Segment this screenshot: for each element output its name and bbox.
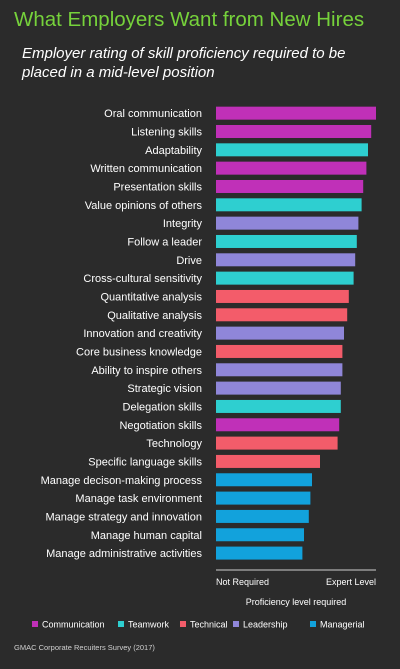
- bar-negotiation-skills: [216, 418, 340, 432]
- legend-swatch-leadership: [233, 621, 239, 627]
- bar-written-communication: [216, 161, 367, 175]
- category-label-manage-strategy-and-innovation: Manage strategy and innovation: [45, 511, 202, 523]
- category-label-adaptability: Adaptability: [145, 145, 202, 157]
- legend-label-teamwork: Teamwork: [128, 620, 170, 630]
- category-label-qualitative-analysis: Qualitative analysis: [107, 310, 202, 322]
- bar-manage-decison-making-process: [216, 473, 312, 487]
- bar-delegation-skills: [216, 399, 341, 413]
- bar-manage-strategy-and-innovation: [216, 509, 309, 523]
- chart-subtitle: Employer rating of skill proficiency req…: [22, 45, 346, 81]
- bar-manage-task-environment: [216, 491, 311, 505]
- bar-manage-human-capital: [216, 528, 304, 542]
- legend-label-managerial: Managerial: [320, 620, 365, 630]
- category-label-core-business-knowledge: Core business knowledge: [76, 346, 202, 358]
- bar-adaptability: [216, 143, 368, 157]
- legend-label-communication: Communication: [42, 620, 105, 630]
- bar-strategic-vision: [216, 381, 341, 395]
- category-label-drive: Drive: [176, 255, 202, 267]
- legend-swatch-teamwork: [118, 621, 124, 627]
- bar-value-opinions-of-others: [216, 198, 362, 212]
- category-label-strategic-vision: Strategic vision: [127, 383, 202, 395]
- bar-presentation-skills: [216, 179, 364, 193]
- bar-manage-administrative-activities: [216, 546, 303, 560]
- bar-quantitative-analysis: [216, 289, 349, 303]
- category-label-manage-task-environment: Manage task environment: [75, 493, 202, 505]
- bar-core-business-knowledge: [216, 344, 343, 358]
- category-label-presentation-skills: Presentation skills: [113, 181, 202, 193]
- category-label-quantitative-analysis: Quantitative analysis: [101, 291, 203, 303]
- bar-cross-cultural-sensitivity: [216, 271, 354, 285]
- category-label-negotiation-skills: Negotiation skills: [119, 420, 202, 432]
- category-label-manage-decison-making-process: Manage decison-making process: [41, 475, 203, 487]
- category-label-delegation-skills: Delegation skills: [123, 401, 203, 413]
- category-label-innovation-and-creativity: Innovation and creativity: [83, 328, 202, 340]
- legend-swatch-managerial: [310, 621, 316, 627]
- legend-swatch-communication: [32, 621, 38, 627]
- bar-innovation-and-creativity: [216, 326, 344, 340]
- x-axis-label: Proficiency level required: [246, 597, 347, 607]
- category-label-manage-administrative-activities: Manage administrative activities: [46, 548, 202, 560]
- x-tick-label-not-required: Not Required: [216, 577, 269, 587]
- bar-technology: [216, 436, 338, 450]
- source-note: GMAC Corporate Recuiters Survey (2017): [14, 643, 155, 652]
- bar-specific-language-skills: [216, 454, 320, 468]
- legend-swatch-technical: [180, 621, 186, 627]
- bar-drive: [216, 253, 356, 267]
- legend-label-technical: Technical: [190, 620, 228, 630]
- bar-oral-communication: [216, 106, 376, 120]
- bar-listening-skills: [216, 124, 372, 138]
- category-label-cross-cultural-sensitivity: Cross-cultural sensitivity: [83, 273, 202, 285]
- category-label-listening-skills: Listening skills: [131, 126, 202, 138]
- x-tick-label-expert-level: Expert Level: [326, 577, 376, 587]
- category-label-integrity: Integrity: [163, 218, 203, 230]
- bar-qualitative-analysis: [216, 308, 348, 322]
- chart-title: What Employers Want from New Hires: [14, 8, 365, 31]
- bar-follow-a-leader: [216, 234, 357, 248]
- category-label-follow-a-leader: Follow a leader: [127, 236, 202, 248]
- bar-ability-to-inspire-others: [216, 363, 343, 377]
- legend-label-leadership: Leadership: [243, 620, 288, 630]
- category-label-written-communication: Written communication: [90, 163, 202, 175]
- category-label-oral-communication: Oral communication: [104, 108, 202, 120]
- category-label-technology: Technology: [146, 438, 202, 450]
- category-label-specific-language-skills: Specific language skills: [88, 456, 202, 468]
- bar-integrity: [216, 216, 359, 230]
- category-label-manage-human-capital: Manage human capital: [91, 530, 202, 542]
- category-label-ability-to-inspire-others: Ability to inspire others: [91, 365, 202, 377]
- category-label-value-opinions-of-others: Value opinions of others: [85, 200, 203, 212]
